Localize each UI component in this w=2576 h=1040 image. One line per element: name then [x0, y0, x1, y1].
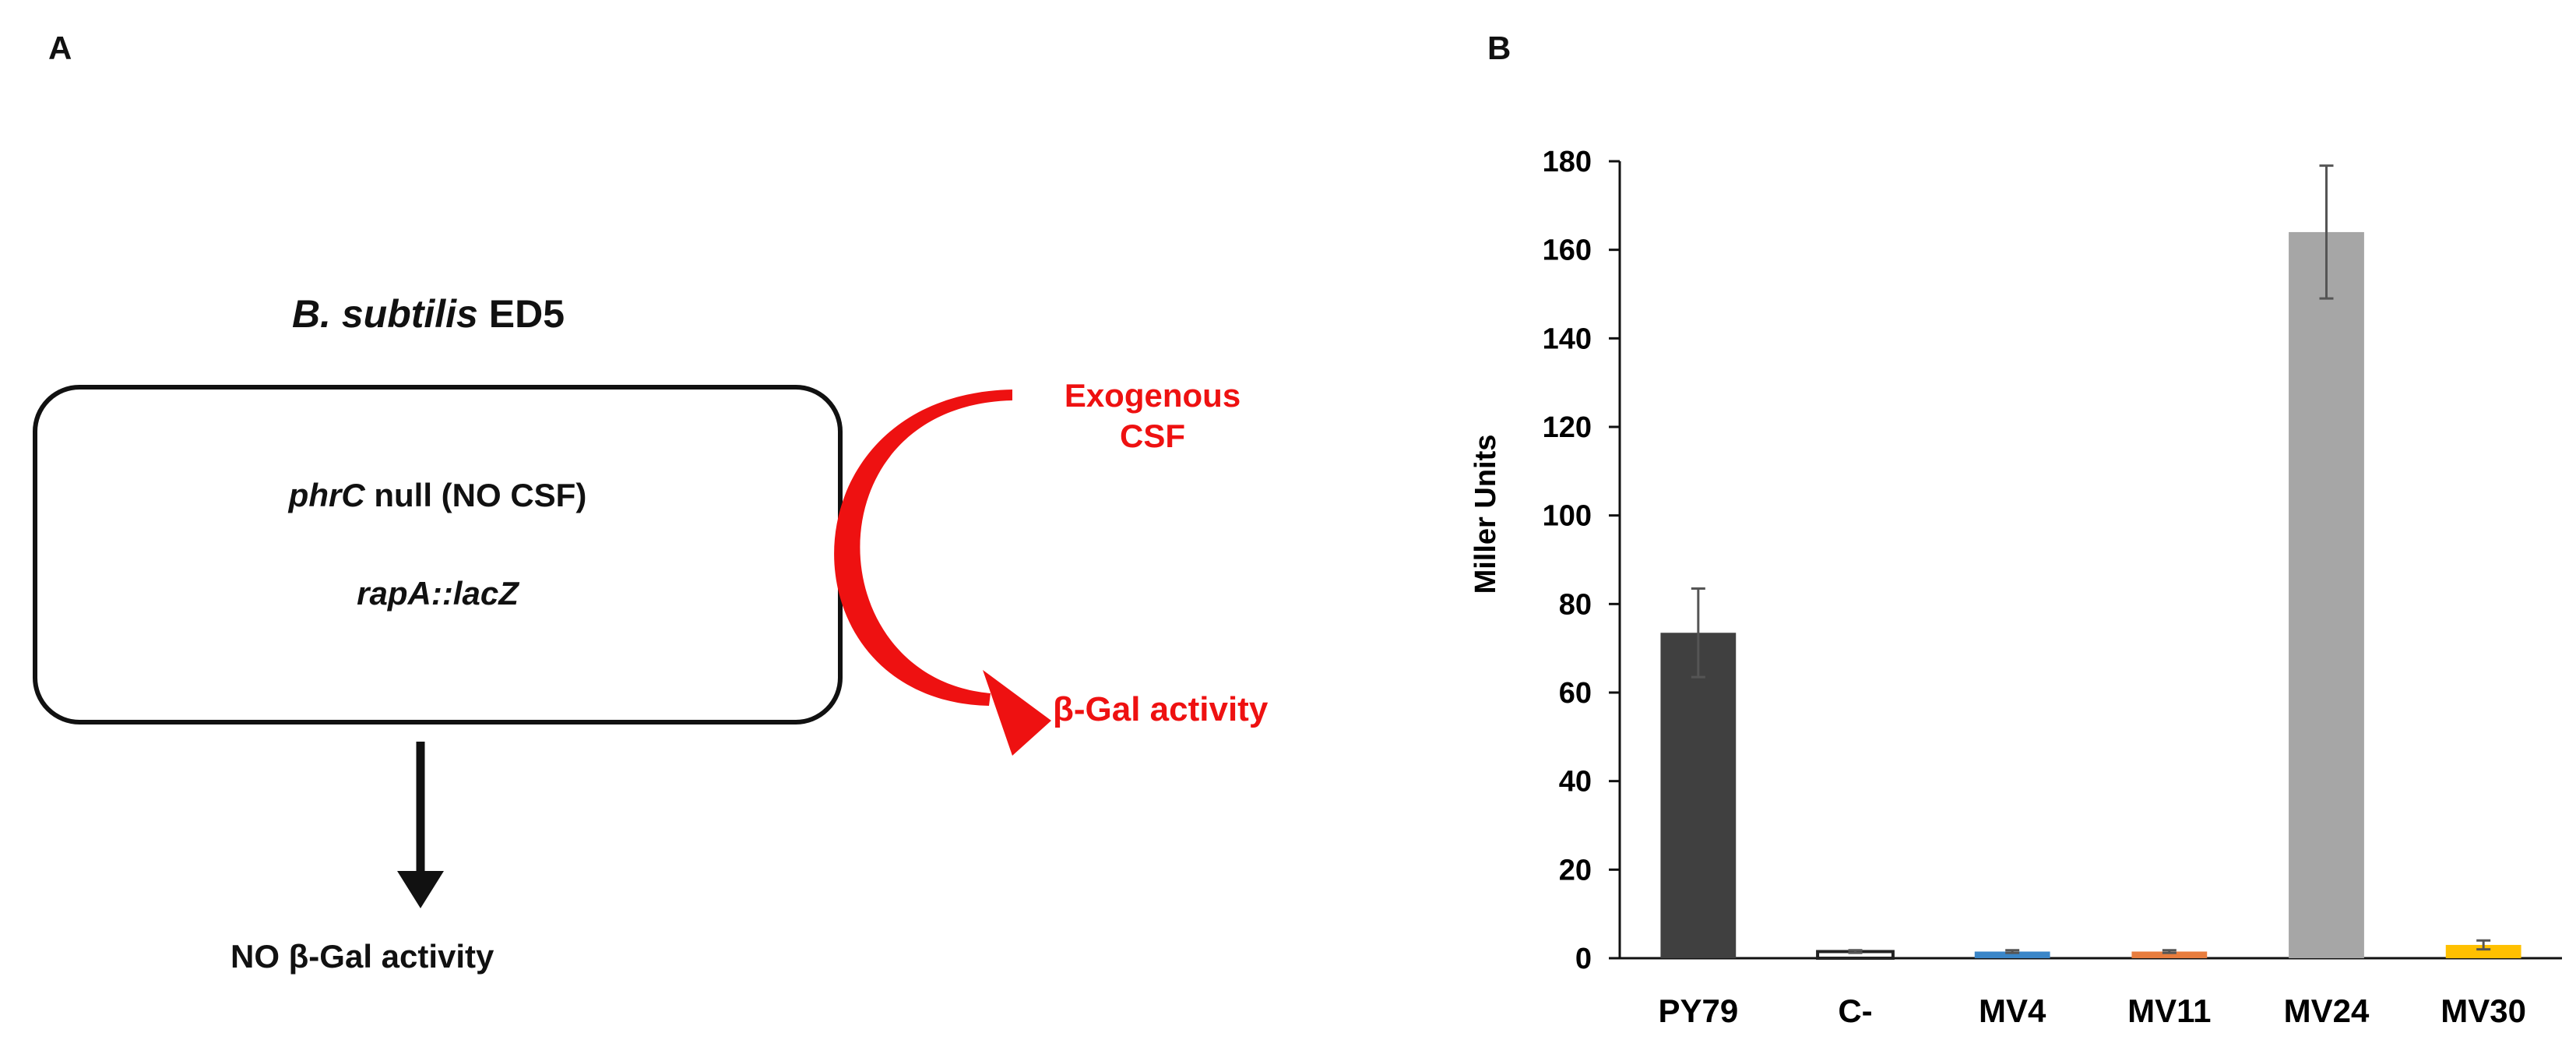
x-tick-label: PY79: [1658, 992, 1738, 1029]
error-bars: [1691, 164, 2491, 954]
exogenous-csf-label: Exogenous CSF: [1020, 375, 1285, 457]
y-tick-label: 20: [1559, 854, 1592, 887]
black-arrow-head: [397, 871, 444, 908]
y-axis-label: Miller Units: [1469, 435, 1502, 594]
red-arrow-head: [983, 670, 1051, 756]
y-tick-label: 0: [1575, 943, 1592, 975]
y-tick-label: 100: [1543, 500, 1592, 533]
y-tick-label: 80: [1559, 588, 1592, 621]
rapA-line: rapA::lacZ: [33, 575, 843, 612]
rapA-gene: rapA::lacZ: [357, 575, 519, 612]
phrC-desc: null (NO CSF): [364, 477, 587, 513]
bars: [1660, 231, 2521, 960]
panel-b-label: B: [1487, 30, 1511, 66]
bar-MV11: [2131, 951, 2208, 958]
y-tick-label: 40: [1559, 766, 1592, 799]
bar-chart: 0 20 40 60 80 100 120 140 160 180 PY79 C- MV4 MV11 MV…: [1469, 146, 2562, 1029]
no-beta-gal-label: NO β-Gal activity: [231, 938, 494, 975]
x-tick-label: MV4: [1979, 992, 2046, 1029]
bar-PY79: [1660, 633, 1737, 958]
x-tick-label: MV30: [2441, 992, 2526, 1029]
organism-title-italic: B. subtilis: [291, 292, 478, 336]
x-tick-label: C-: [1838, 992, 1872, 1029]
phrC-line: phrC null (NO CSF): [33, 477, 843, 514]
beta-gal-activity-label: β-Gal activity: [1053, 690, 1269, 728]
bar-MV4: [1974, 951, 2050, 958]
y-tick-label: 120: [1543, 411, 1592, 444]
panel-a-label: A: [48, 30, 72, 66]
y-tick-label: 160: [1543, 234, 1592, 267]
x-tick-labels: PY79 C- MV4 MV11 MV24 MV30: [1658, 992, 2526, 1029]
exogenous-line1: Exogenous: [1064, 377, 1241, 414]
y-tick-label: 60: [1559, 677, 1592, 710]
chart-axes: [1618, 161, 2562, 960]
exogenous-line2: CSF: [1120, 418, 1185, 454]
y-tick-label: 140: [1543, 323, 1592, 355]
y-ticks: 0 20 40 60 80 100 120 140 160 180: [1543, 146, 1620, 975]
y-tick-label: 180: [1543, 146, 1592, 178]
x-tick-label: MV11: [2127, 992, 2211, 1029]
phrC-gene: phrC: [288, 477, 365, 513]
red-curved-arrow: [834, 390, 1012, 706]
bar-MV30: [2445, 944, 2521, 958]
bar-MV24: [2289, 231, 2364, 958]
organism-title: B. subtilis ED5: [187, 291, 670, 337]
diagram-arrows: [397, 390, 1051, 908]
x-tick-label: MV24: [2284, 992, 2370, 1029]
organism-title-strain: ED5: [477, 292, 565, 336]
